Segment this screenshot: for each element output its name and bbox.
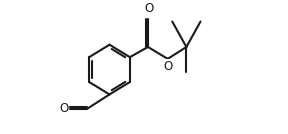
Text: O: O bbox=[163, 60, 172, 73]
Text: O: O bbox=[145, 2, 154, 15]
Text: O: O bbox=[59, 102, 68, 115]
